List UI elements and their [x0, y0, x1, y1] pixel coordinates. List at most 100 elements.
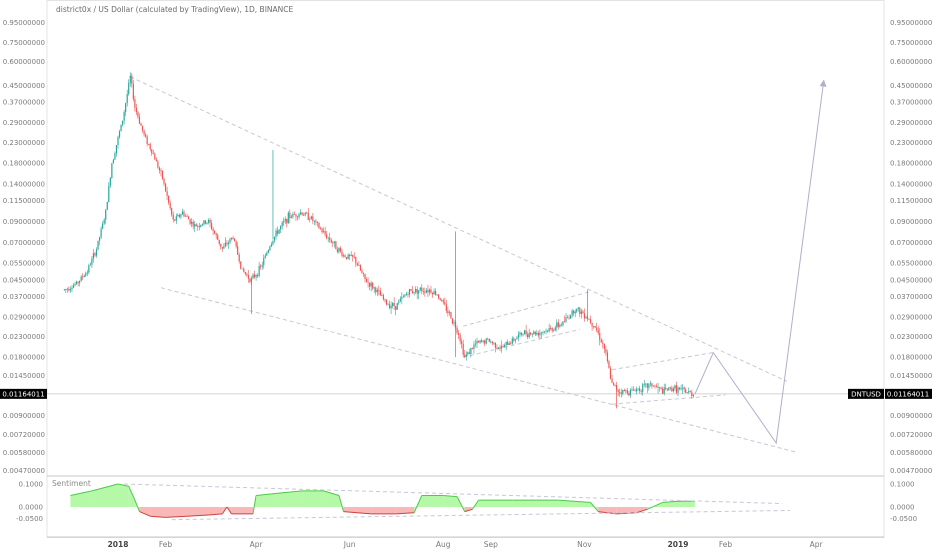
sentiment-line [277, 490, 303, 494]
candle-body [365, 279, 368, 283]
candle-body [166, 191, 168, 196]
candle-body [513, 338, 515, 341]
candle-body [370, 282, 372, 287]
candle-body [71, 287, 73, 290]
candle-body [252, 274, 254, 279]
candle-body [691, 392, 693, 397]
candle-body [122, 120, 124, 125]
candle-body [666, 389, 668, 391]
candle-body [438, 294, 440, 299]
candle-body [192, 221, 194, 227]
trend-line [463, 328, 580, 358]
sentiment-area [512, 500, 537, 507]
candle-body [481, 340, 483, 342]
candle-body [181, 211, 184, 215]
candle-body [628, 393, 630, 396]
candle-body [303, 215, 305, 216]
y-tick-label-left: 0.01800000 [3, 354, 45, 362]
candle-body [674, 385, 676, 389]
candle-body [493, 342, 495, 344]
candle-body [405, 293, 408, 296]
candle-body [652, 385, 655, 387]
sentiment-line [139, 511, 151, 517]
candle-body [149, 144, 151, 150]
y-tick-label-right: 0.00580000 [890, 449, 932, 457]
candle-body [441, 300, 443, 301]
candle-body [261, 265, 263, 267]
candle-body [269, 246, 271, 251]
candle-body [313, 220, 315, 222]
candle-body [559, 324, 561, 327]
sentiment-area [371, 507, 396, 514]
candle-body [668, 387, 670, 391]
candle-body [103, 219, 105, 224]
x-tick-label: Feb [159, 540, 173, 549]
y-tick-label-right: 0.02900000 [890, 313, 932, 321]
y-tick-label-left: 0.60000000 [3, 58, 45, 66]
candle-body [117, 137, 119, 145]
candle-body [212, 228, 214, 232]
candle-body [602, 342, 604, 345]
sentiment-area [636, 507, 648, 513]
candle-body [353, 256, 355, 258]
candle-body [540, 332, 543, 334]
candle-body [671, 387, 673, 392]
candle-body [517, 334, 520, 338]
x-tick-label: 2018 [108, 540, 129, 549]
y-tick-label-right: 0.00900000 [890, 412, 932, 420]
candle-body [470, 347, 472, 354]
sentiment-line [443, 495, 458, 498]
candle-body [576, 308, 578, 312]
candle-body [487, 338, 489, 340]
candle-body [542, 331, 544, 333]
candle-body [588, 319, 590, 320]
candle-body [195, 224, 197, 227]
candle-body [617, 389, 619, 392]
candle-body [582, 311, 584, 314]
candle-body [427, 290, 429, 293]
candle-body [137, 111, 139, 117]
sentiment-area [302, 490, 324, 507]
y-tick-label-right: 0.03700000 [890, 293, 932, 301]
candle-body [625, 390, 627, 392]
sentiment-line [573, 500, 591, 503]
x-tick-label: Aug [436, 540, 451, 549]
candle-body [145, 134, 147, 137]
last-price-badge-right [885, 388, 932, 399]
candle-body [349, 254, 351, 256]
candle-body [447, 310, 449, 314]
sentiment-tick-left: -0.0500 [16, 515, 43, 523]
candle-body [161, 170, 164, 180]
candle-body [194, 224, 196, 227]
candle-body [264, 255, 266, 259]
candle-body [180, 214, 182, 217]
y-tick-label-left: 0.00580000 [3, 449, 45, 457]
sentiment-line [636, 508, 648, 514]
candle-body [381, 295, 383, 297]
candle-body [660, 387, 662, 389]
candle-body [428, 289, 431, 293]
candle-body [424, 291, 426, 293]
candle-body [204, 220, 207, 224]
candle-body [187, 216, 190, 220]
candle-body [344, 255, 346, 258]
candle-body [80, 276, 82, 281]
candle-body [220, 243, 222, 248]
candle-body [281, 222, 283, 227]
candle-body [286, 219, 288, 224]
candle-body [148, 144, 150, 145]
candle-body [677, 387, 679, 393]
candle-body [384, 299, 386, 301]
candle-body [140, 123, 142, 126]
candle-body [504, 345, 506, 348]
candle-body [249, 278, 251, 282]
candle-body [318, 222, 320, 229]
candle-body [112, 159, 114, 164]
y-tick-label-left: 0.05500000 [3, 259, 45, 267]
candle-body [637, 388, 639, 390]
candle-body [648, 384, 650, 388]
candle-body [183, 211, 185, 217]
candle-body [651, 383, 653, 387]
candle-body [342, 255, 345, 257]
